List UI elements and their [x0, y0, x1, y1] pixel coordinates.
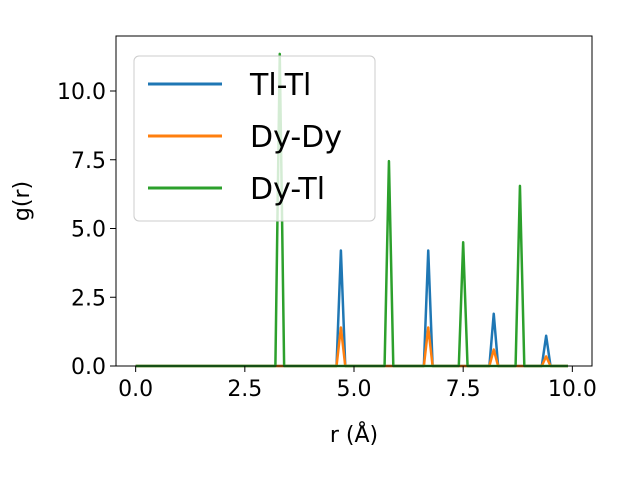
x-tick-label: 5.0 — [337, 377, 372, 402]
legend-label: Tl-Tl — [249, 68, 311, 103]
x-tick-label: 10.0 — [548, 377, 597, 402]
y-axis: 0.0 2.5 5.0 7.5 10.0 — [57, 80, 116, 380]
y-tick-label: 5.0 — [71, 218, 106, 243]
x-tick-label: 0.0 — [118, 377, 153, 402]
legend-box — [133, 55, 376, 222]
legend: Tl-Tl Dy-Dy Dy-Tl — [133, 55, 376, 222]
y-tick-label: 0.0 — [71, 355, 106, 380]
y-tick-label: 7.5 — [71, 149, 106, 174]
legend-label: Dy-Dy — [250, 120, 342, 155]
x-axis: 0.0 2.5 5.0 7.5 10.0 — [118, 366, 597, 402]
y-tick-label: 2.5 — [71, 286, 106, 311]
x-tick-label: 7.5 — [446, 377, 481, 402]
x-axis-label: r (Å) — [330, 421, 378, 448]
legend-label: Dy-Tl — [250, 172, 325, 207]
y-tick-label: 10.0 — [57, 80, 106, 105]
x-tick-label: 2.5 — [227, 377, 262, 402]
y-axis-label: g(r) — [10, 181, 35, 221]
